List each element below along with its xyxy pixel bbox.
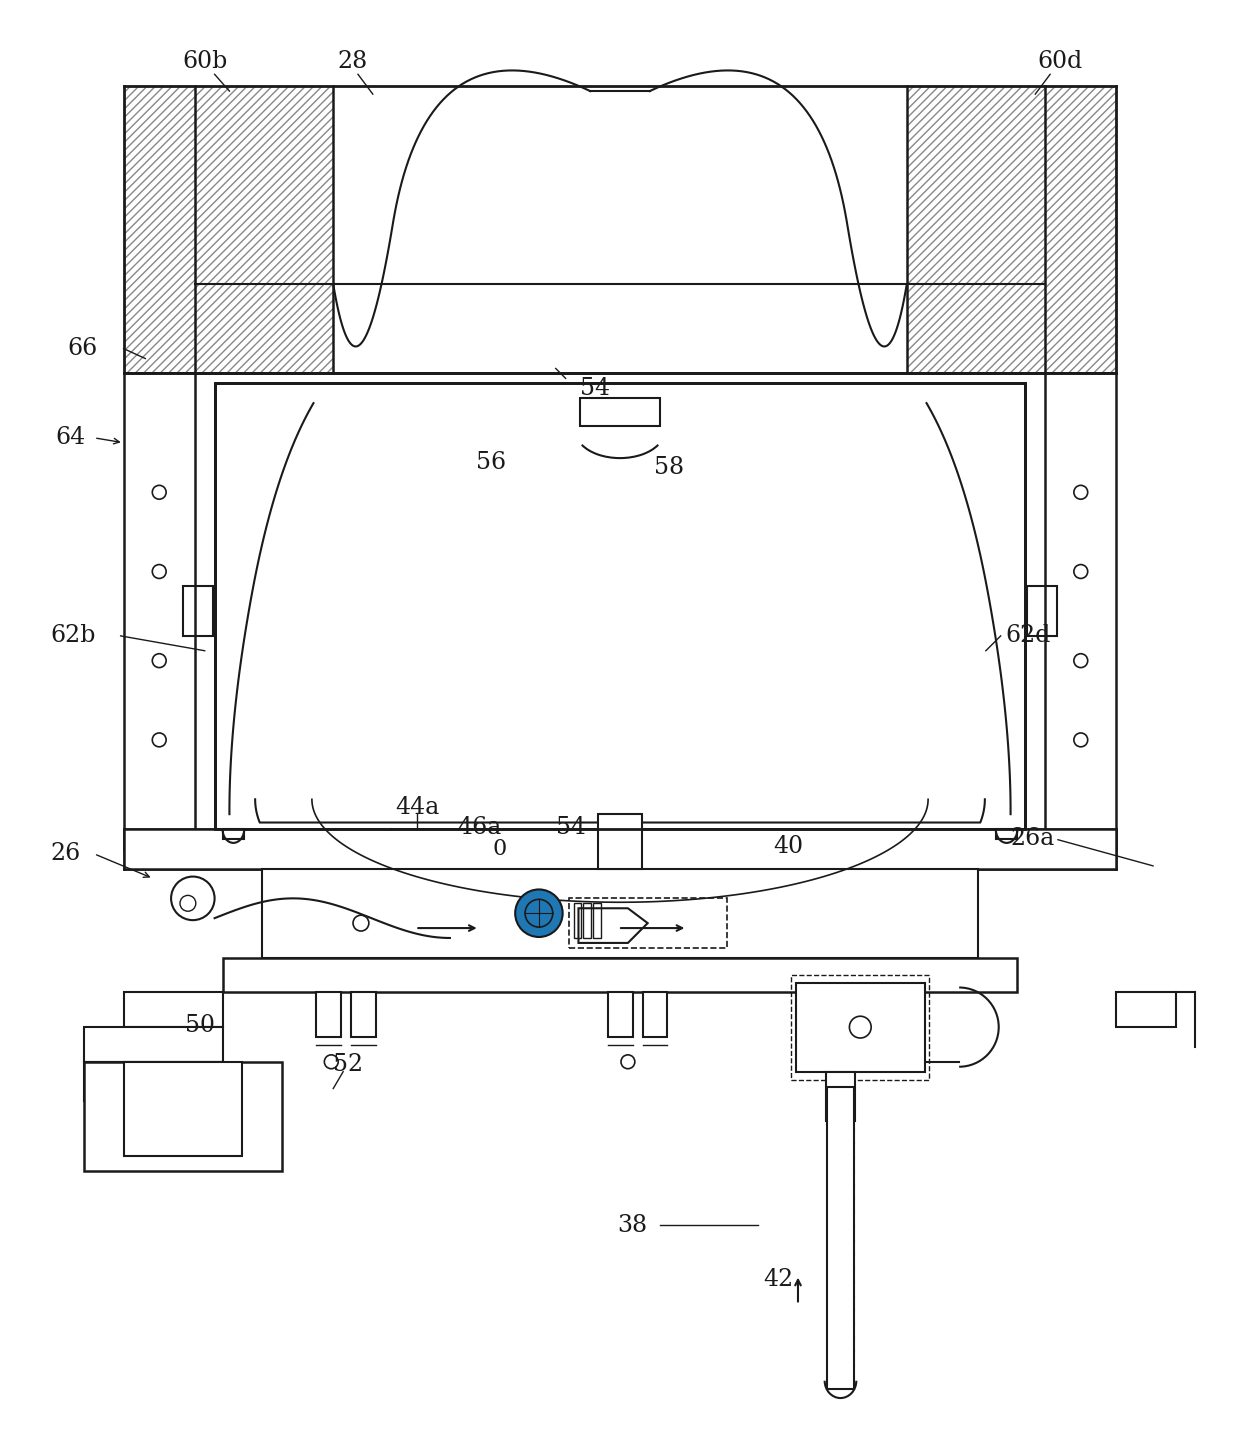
Bar — [215, 383, 1025, 828]
Bar — [796, 983, 925, 1072]
Bar — [608, 993, 632, 1037]
Bar — [906, 86, 1045, 373]
Bar — [642, 993, 667, 1037]
Bar — [184, 587, 212, 636]
Text: 54: 54 — [556, 815, 585, 839]
Bar — [593, 903, 601, 938]
Bar — [826, 1072, 856, 1121]
Text: 40: 40 — [773, 836, 804, 859]
Text: 26a: 26a — [1011, 827, 1055, 850]
Bar — [124, 86, 195, 373]
Bar — [1045, 373, 1116, 849]
Text: 62b: 62b — [51, 625, 95, 648]
Bar — [124, 993, 222, 1026]
Bar — [84, 1061, 222, 1101]
Text: 42: 42 — [763, 1268, 794, 1291]
Bar — [791, 974, 930, 1079]
Text: 26: 26 — [51, 842, 81, 865]
Bar — [1028, 587, 1056, 636]
Bar — [124, 373, 195, 849]
Text: 54: 54 — [580, 377, 610, 400]
Bar — [1116, 993, 1176, 1026]
Bar — [569, 898, 727, 948]
Text: 58: 58 — [655, 456, 684, 479]
Bar — [124, 828, 1116, 869]
Bar — [598, 814, 642, 869]
Bar — [583, 903, 591, 938]
Text: 0: 0 — [492, 837, 506, 860]
Bar — [262, 869, 978, 958]
Text: 64: 64 — [56, 427, 86, 450]
Text: 28: 28 — [337, 50, 368, 73]
Text: 56: 56 — [476, 451, 506, 475]
Bar — [84, 1026, 222, 1061]
Bar — [351, 993, 376, 1037]
Bar — [580, 397, 660, 427]
Bar — [574, 903, 582, 938]
Bar — [1045, 86, 1116, 373]
Circle shape — [515, 890, 563, 938]
Text: 46a: 46a — [456, 815, 501, 839]
Text: 52: 52 — [334, 1053, 363, 1076]
Bar — [996, 828, 1018, 839]
Text: 44a: 44a — [396, 796, 439, 818]
Bar — [222, 828, 244, 839]
Bar — [124, 1061, 242, 1156]
Text: 60d: 60d — [1038, 50, 1083, 73]
Bar — [334, 86, 906, 373]
Text: 62d: 62d — [1006, 625, 1052, 648]
Bar — [222, 958, 1018, 993]
Text: 66: 66 — [68, 338, 98, 360]
Text: 38: 38 — [618, 1214, 647, 1236]
Bar — [124, 86, 1116, 373]
Text: 50: 50 — [185, 1013, 215, 1037]
Bar — [124, 373, 195, 849]
Bar — [316, 993, 341, 1037]
Bar — [1045, 373, 1116, 849]
Bar — [827, 1086, 854, 1389]
Bar — [195, 86, 334, 373]
Bar — [215, 383, 1025, 828]
Bar — [84, 1061, 281, 1171]
Text: 60b: 60b — [182, 50, 227, 73]
